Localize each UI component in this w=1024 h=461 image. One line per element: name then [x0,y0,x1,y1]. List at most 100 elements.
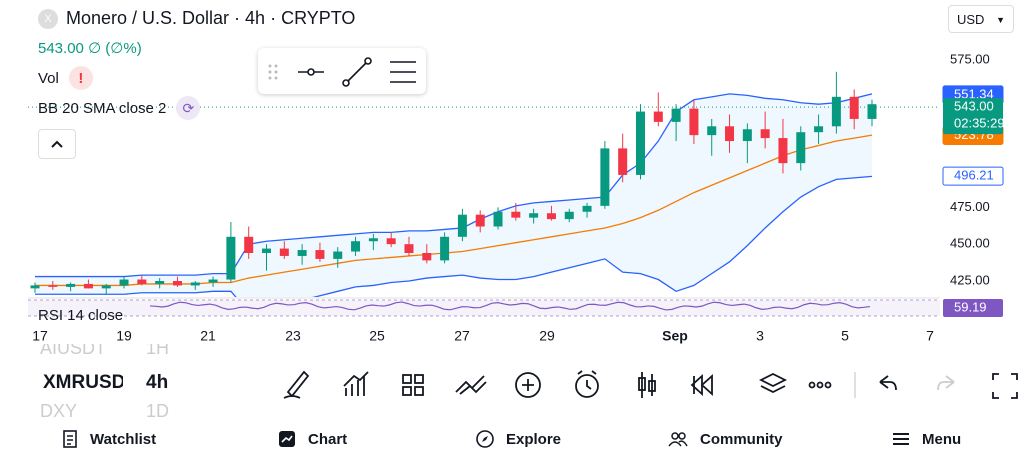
candle-body [422,253,432,261]
candle-body [333,251,343,259]
countdown: 02:35:29 [954,116,1005,131]
nav-label: Explore [506,430,562,448]
candle-body [814,126,824,133]
layers-tool[interactable] [758,372,788,394]
candle-body [529,213,539,218]
candle-body [226,236,236,280]
candle-body [511,211,521,218]
symbol-next[interactable]: DXY [40,401,77,420]
candle-body [83,283,93,289]
symbol-header: X Monero / U.S. Dollar · 4h · CRYPTO [38,8,355,29]
replay-tool[interactable] [690,373,713,397]
symbol-title[interactable]: Monero / U.S. Dollar · 4h · CRYPTO [66,8,356,28]
volume-label[interactable]: Vol [38,69,59,87]
candle-body [582,205,592,212]
symbol-prev[interactable]: AIUSDT [40,344,120,359]
x-tick-label: 19 [116,328,132,344]
band-fill [35,93,872,297]
y-tick-label: 475.00 [950,199,990,214]
nav-explore[interactable]: Explore [476,430,561,448]
compare-tool[interactable] [455,375,487,395]
x-tick-label: 29 [539,328,555,344]
chevron-up [51,140,63,148]
band-line [35,175,873,297]
candle-body [155,281,165,284]
rsi-band [28,300,940,316]
candle-body [137,279,147,284]
price-row: 543.00 ∅ (∅%) [38,39,142,57]
refresh-icon[interactable]: ⟳ [176,96,201,120]
bottom-toolbar [283,370,1018,399]
nav-chart[interactable]: Chart [278,430,347,448]
x-tick-label: Sep [662,328,688,344]
nav-label: Watchlist [90,430,157,448]
nav-community[interactable]: Community [668,430,783,448]
candle-body [475,214,485,227]
candle-body [172,281,182,286]
interval[interactable]: 1H [146,344,170,358]
candle-body [831,96,841,127]
candle-body [778,138,788,164]
x-tick-label: 7 [926,328,934,344]
candle-body [564,211,574,220]
add-tool[interactable] [515,372,541,398]
candle-body [440,236,450,261]
fullscreen[interactable] [992,373,1018,399]
nav-label: Chart [308,430,348,448]
alert-tool[interactable] [575,370,599,398]
indicator-row: BB 20 SMA close 2 ⟳ [38,96,201,120]
nav-watchlist[interactable]: Watchlist [62,430,156,448]
collapse-button[interactable] [38,129,76,159]
candle-body [244,236,254,254]
icon [893,433,909,445]
candle-body [404,244,414,254]
candle-body [101,285,111,289]
candle-body [262,248,272,254]
candle-body [546,213,556,220]
candle-body [119,279,129,286]
candle-body [725,126,735,142]
candle-body [315,250,325,259]
bottom-nav: Watchlist Chart Explore Community Menu [0,420,1024,461]
warning-icon[interactable]: ! [68,66,93,90]
candle-body [653,111,663,122]
candle-body [368,238,378,242]
draw-tool[interactable] [283,370,310,399]
candle-body [689,108,699,136]
y-tick-label: 450.00 [950,236,990,251]
candle-body [208,279,218,283]
price-box-label: 551.34 [954,86,994,101]
chart-type-tool[interactable] [638,372,656,398]
layout-tool[interactable] [402,374,424,396]
candle-body [849,96,859,119]
symbol-icon: X [38,8,58,29]
band-line [35,93,873,278]
x-tick-label: 3 [756,328,764,344]
candle-body [760,129,770,139]
candle-body [635,111,645,175]
interval[interactable]: 4h [146,372,169,393]
icon [63,430,77,448]
candle-body [457,214,467,237]
volume-row: Vol! [38,66,93,90]
x-tick-label: 25 [369,328,385,344]
indicator-label[interactable]: BB 20 SMA close 2 [38,99,167,117]
price-box-label: 496.21 [954,168,994,183]
drawing-toolbar [258,48,426,94]
price: 543.00 [38,40,84,57]
symbol-list: AIUSDT XMRUSD DXY [40,344,150,420]
candle-body [30,285,40,289]
indicators-tool[interactable] [343,371,369,396]
nav-label: Menu [922,430,962,448]
nav-menu[interactable]: Menu [892,430,961,448]
price-pane [28,71,940,297]
candle-body [707,126,717,136]
candle-body [66,283,76,287]
currency-selector[interactable]: USD ▼ [948,5,1014,33]
more-tool[interactable] [808,381,832,389]
rsi-value: 59.19 [954,299,987,314]
y-tick-label: 425.00 [950,272,990,287]
undo[interactable] [879,375,897,391]
symbol-current[interactable]: XMRUSD [43,372,123,394]
